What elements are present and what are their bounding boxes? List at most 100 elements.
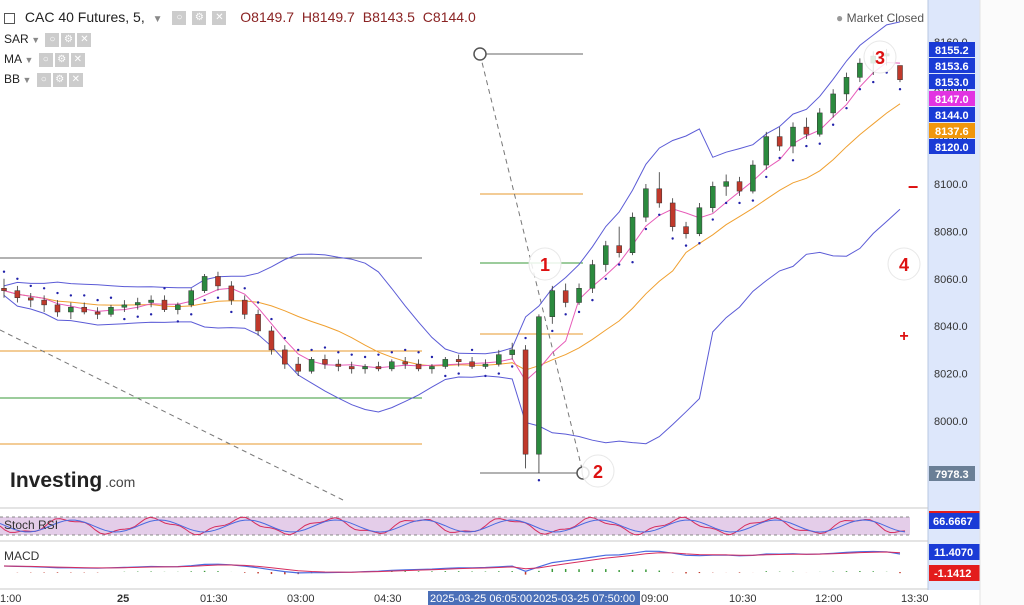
candle [228, 285, 235, 301]
price-badge-label: 8137.6 [935, 126, 969, 138]
price-badge [929, 107, 975, 122]
sar-dot [497, 372, 501, 375]
close-icon[interactable]: ✕ [212, 11, 227, 26]
candle [576, 288, 582, 303]
macd-panel: MACD 11.4070 -1.1412 [3, 544, 980, 581]
sar-dot [564, 313, 567, 316]
sar-dot [738, 201, 741, 205]
price-badges: 8155.2 8153.6 8153.0 8147.0 8144.0 8137.6 8120… [929, 42, 975, 481]
candle [603, 245, 609, 265]
sar-dot [898, 88, 902, 91]
sar-dot [831, 123, 835, 126]
chevron-down-icon[interactable]: ▼ [152, 14, 163, 25]
annotation-4[interactable]: 4 [887, 247, 921, 281]
sar-dot [283, 336, 287, 340]
ma-visibility-icon[interactable]: ○ [38, 52, 53, 67]
collapse-icon[interactable] [4, 12, 15, 24]
sar-visibility-icon[interactable]: ○ [45, 32, 60, 47]
price-badge-label: 8155.2 [935, 45, 969, 57]
sar-dot [858, 88, 862, 91]
ohlc-low: B8143.5 [362, 9, 415, 25]
candle [148, 299, 154, 303]
ma-slow-line [3, 103, 901, 371]
candle [830, 93, 836, 114]
sar-dot [337, 351, 340, 354]
candle [322, 359, 328, 365]
price-badge [929, 42, 975, 57]
candle [843, 77, 850, 95]
candle [496, 354, 502, 365]
sar-dot [109, 296, 113, 299]
bb-close-icon[interactable]: ✕ [68, 72, 83, 87]
visibility-icon[interactable]: ○ [172, 11, 187, 26]
time-tick-label: 1:00 [0, 593, 21, 605]
indicator-row-sar[interactable]: SAR ▼ ○ ⚙ ✕ [4, 32, 92, 47]
time-tick-label: 10:30 [729, 593, 757, 605]
price-badge-label: 7978.3 [935, 469, 969, 481]
svg-text:3: 3 [875, 48, 885, 68]
candle [362, 366, 368, 370]
candle [469, 361, 475, 367]
bb-lower-line [3, 208, 901, 445]
price-badge [929, 58, 975, 73]
annotation-2[interactable]: 2 [581, 454, 615, 488]
sar-dot [270, 317, 273, 321]
candle [897, 65, 903, 80]
macd-value-badge-1 [929, 544, 980, 560]
ma-close-icon[interactable]: ✕ [70, 52, 85, 67]
stoch-rsi-value: 66.6667 [933, 516, 973, 528]
fib-handle-top[interactable] [473, 47, 487, 61]
sar-dot [69, 294, 73, 297]
sar-close-icon[interactable]: ✕ [77, 32, 92, 47]
ohlc-high: H8149.7 [301, 9, 355, 25]
candle [241, 299, 248, 315]
sar-dot [470, 348, 474, 352]
candle [482, 363, 489, 367]
sar-dot [96, 298, 99, 302]
settings-icon[interactable]: ⚙ [192, 11, 207, 26]
bb-settings-icon[interactable]: ⚙ [52, 72, 67, 87]
stoch-rsi-band [0, 517, 910, 535]
candle [442, 359, 449, 367]
bollinger-bands [3, 21, 901, 445]
indicator-row-bb[interactable]: BB ▼ ○ ⚙ ✕ [4, 72, 83, 87]
candle [629, 216, 636, 253]
sar-dot [363, 355, 367, 359]
sar-dot [845, 106, 848, 110]
zoom-out-icon[interactable]: − [908, 177, 919, 197]
zoom-in-icon[interactable]: + [899, 328, 908, 345]
annotation-1[interactable]: 1 [528, 247, 562, 281]
sar-dot [644, 227, 648, 231]
ma-settings-icon[interactable]: ⚙ [54, 52, 69, 67]
sar-dot [698, 242, 701, 245]
price-tick-label: 8020.0 [934, 369, 968, 381]
time-tick-label: 03:00 [287, 593, 315, 605]
stoch-rsi-label: Stoch RSI [4, 518, 58, 532]
ma-fast-line [3, 61, 901, 382]
sar-dot [29, 284, 32, 288]
candle [669, 202, 676, 227]
sar-dot [778, 156, 781, 160]
candle [27, 297, 34, 301]
indicator-row-ma[interactable]: MA ▼ ○ ⚙ ✕ [4, 52, 85, 67]
candle [268, 330, 275, 351]
sar-dot [524, 336, 527, 340]
candle [54, 304, 61, 313]
sar-dot [577, 310, 581, 314]
annotation-3[interactable]: 3 [863, 40, 897, 74]
bb-visibility-icon[interactable]: ○ [36, 72, 51, 87]
macd-label: MACD [4, 549, 40, 563]
time-tick-label: 13:30 [901, 593, 929, 605]
price-badge [929, 466, 975, 481]
sar-dot [149, 313, 153, 316]
candle [1, 288, 7, 291]
sar-dot [671, 237, 674, 240]
right-scrollbar[interactable] [980, 0, 1024, 605]
price-badge-label: 8153.0 [935, 77, 969, 89]
sar-dot [791, 159, 795, 162]
symbol-title[interactable]: CAC 40 Futures, 5, [24, 9, 145, 25]
sar-dot [551, 329, 554, 333]
sar-settings-icon[interactable]: ⚙ [61, 32, 76, 47]
sar-dot [83, 294, 86, 297]
candle [308, 359, 315, 372]
